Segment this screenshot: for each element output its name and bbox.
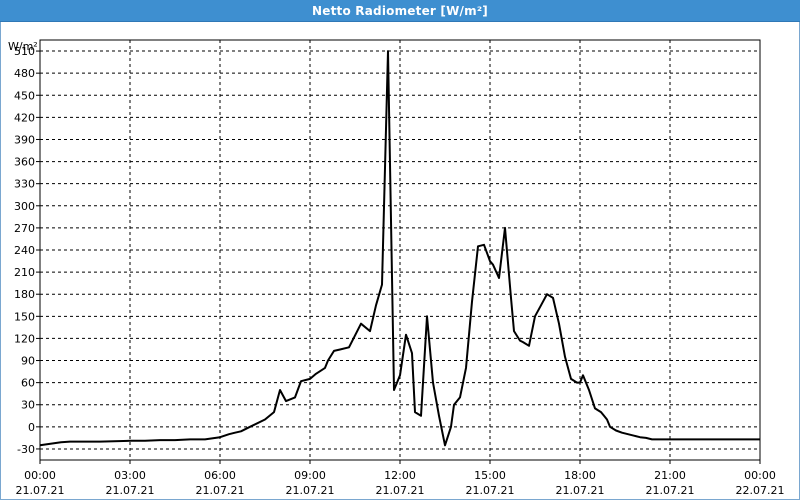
x-tick-label-date: 21.07.21: [556, 484, 605, 497]
x-tick-label-date: 21.07.21: [106, 484, 155, 497]
x-tick-label-time: 21:00: [654, 469, 686, 482]
x-tick-label-time: 03:00: [114, 469, 146, 482]
x-tick-label-date: 21.07.21: [16, 484, 65, 497]
x-axis: 00:00 21.07.21 03:00 21.07.21 06:00 21.07.21 0…: [16, 460, 785, 497]
y-tick-label: 330: [14, 178, 35, 191]
y-tick-label: 480: [14, 67, 35, 80]
y-tick-label: 0: [28, 421, 35, 434]
y-tick-label: 270: [14, 222, 35, 235]
y-tick-label: 60: [21, 377, 35, 390]
x-tick-label-time: 09:00: [294, 469, 326, 482]
y-tick-label: 360: [14, 156, 35, 169]
y-tick-label: 240: [14, 244, 35, 257]
x-tick-label-date: 21.07.21: [286, 484, 335, 497]
y-tick-label: 150: [14, 310, 35, 323]
y-tick-label: 300: [14, 200, 35, 213]
series-group: [39, 50, 760, 447]
y-tick-label: 210: [14, 266, 35, 279]
y-tick-label: 510: [14, 45, 35, 58]
y-tick-label: -30: [17, 443, 35, 456]
x-tick-label-date: 21.07.21: [466, 484, 515, 497]
x-tick-label-date: 21.07.21: [196, 484, 245, 497]
chart-title: Netto Radiometer [W/m²]: [312, 3, 488, 18]
series-line: [39, 50, 760, 447]
y-tick-label: 180: [14, 288, 35, 301]
y-tick-label: 30: [21, 399, 35, 412]
x-tick-label-date: 21.07.21: [646, 484, 695, 497]
x-tick-label-time: 00:00: [744, 469, 776, 482]
y-tick-label: 90: [21, 355, 35, 368]
y-tick-label: 120: [14, 332, 35, 345]
y-axis: -30 0 30 60 90 120 150 180 210 240 270 300 330 360 390…: [14, 45, 40, 456]
x-tick-label-time: 12:00: [384, 469, 416, 482]
grid-lines: [40, 40, 760, 460]
x-tick-label-time: 18:00: [564, 469, 596, 482]
x-tick-label-date: 22.07.21: [736, 484, 785, 497]
x-tick-label-time: 15:00: [474, 469, 506, 482]
y-tick-label: 420: [14, 111, 35, 124]
x-tick-label-time: 00:00: [24, 469, 56, 482]
y-tick-label: 450: [14, 89, 35, 102]
chart-title-bar: Netto Radiometer [W/m²]: [0, 0, 800, 22]
x-tick-label-time: 06:00: [204, 469, 236, 482]
y-tick-label: 390: [14, 133, 35, 146]
x-tick-label-date: 21.07.21: [376, 484, 425, 497]
y-axis-label: W/m²: [8, 40, 38, 53]
